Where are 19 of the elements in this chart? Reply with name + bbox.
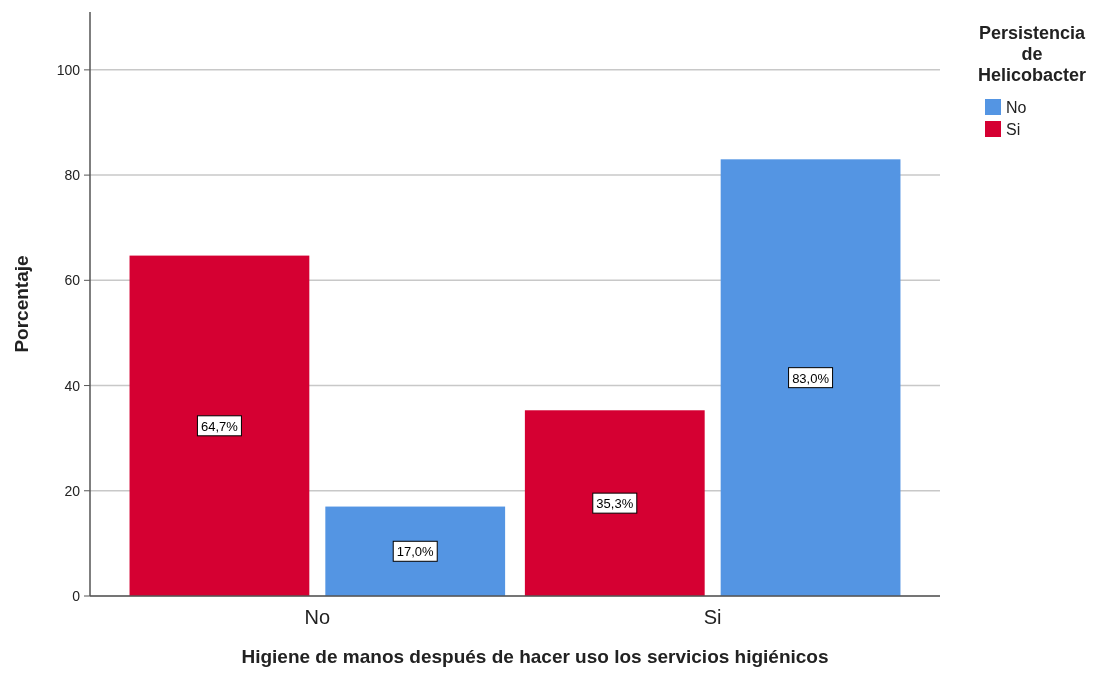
y-tick-label: 100: [56, 61, 81, 78]
data-label: 17,0%: [396, 544, 435, 560]
bar: [720, 159, 901, 596]
y-tick-label: 40: [64, 377, 81, 394]
x-axis-title: Higiene de manos después de hacer uso los servicios higiénicos: [241, 646, 829, 667]
bar: [325, 506, 506, 596]
y-tick-label: 60: [64, 272, 81, 289]
data-label: 64,7%: [200, 418, 239, 434]
bar: [129, 255, 310, 596]
y-axis-title: Porcentaje: [11, 255, 32, 353]
legend-label: Si: [1006, 121, 1021, 138]
bar: [524, 410, 705, 596]
legend-title: Persistencia de Helicobacter: [977, 23, 1087, 85]
y-tick-label: 20: [64, 482, 81, 499]
data-label: 35,3%: [596, 496, 634, 512]
y-tick-label: 80: [64, 167, 81, 184]
data-label: 83,0%: [792, 370, 830, 386]
y-tick-label: 0: [72, 588, 81, 604]
legend-label: No: [1006, 99, 1027, 116]
